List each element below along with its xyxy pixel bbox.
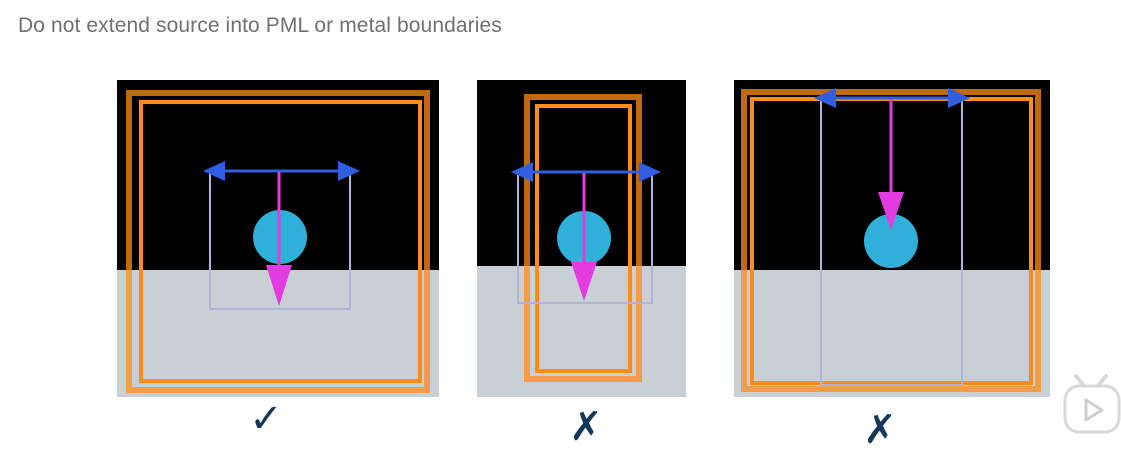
polarization-arrowhead-right <box>948 88 970 108</box>
pml-boundary-outer <box>126 90 430 393</box>
propagation-arrowhead <box>266 265 292 306</box>
slide-title: Do not extend source into PML or metal b… <box>18 14 502 37</box>
simulation-diagram <box>734 80 1050 397</box>
simulation-diagram <box>477 80 686 397</box>
propagation-arrowhead <box>571 262 597 301</box>
pml-boundary-outer <box>741 89 1041 392</box>
polarization-arrowhead-right <box>338 161 360 181</box>
video-play-button[interactable] <box>1062 368 1121 438</box>
diagram-panel-touches-boundary <box>734 80 1050 397</box>
propagation-arrowhead <box>878 192 904 230</box>
polarization-arrowhead-left <box>511 162 533 182</box>
simulation-diagram <box>117 80 439 397</box>
pml-boundary-inner <box>535 104 632 373</box>
verdict-check-icon: ✓ <box>249 397 283 441</box>
polarization-arrowhead-right <box>639 162 661 182</box>
polarization-arrowhead-left <box>814 88 836 108</box>
pml-boundary-outer <box>524 94 642 382</box>
verdict-cross-icon: ✗ <box>863 408 897 452</box>
verdict-cross-icon: ✗ <box>569 405 603 449</box>
lower-region <box>734 270 1050 397</box>
diagram-panel-extends-into-pml <box>477 80 686 397</box>
pml-boundary-inner <box>139 100 422 383</box>
diagram-panel-correct <box>117 80 439 397</box>
scattering-object <box>864 214 918 268</box>
polarization-arrowhead-left <box>203 161 225 181</box>
play-icon[interactable] <box>1062 368 1121 438</box>
